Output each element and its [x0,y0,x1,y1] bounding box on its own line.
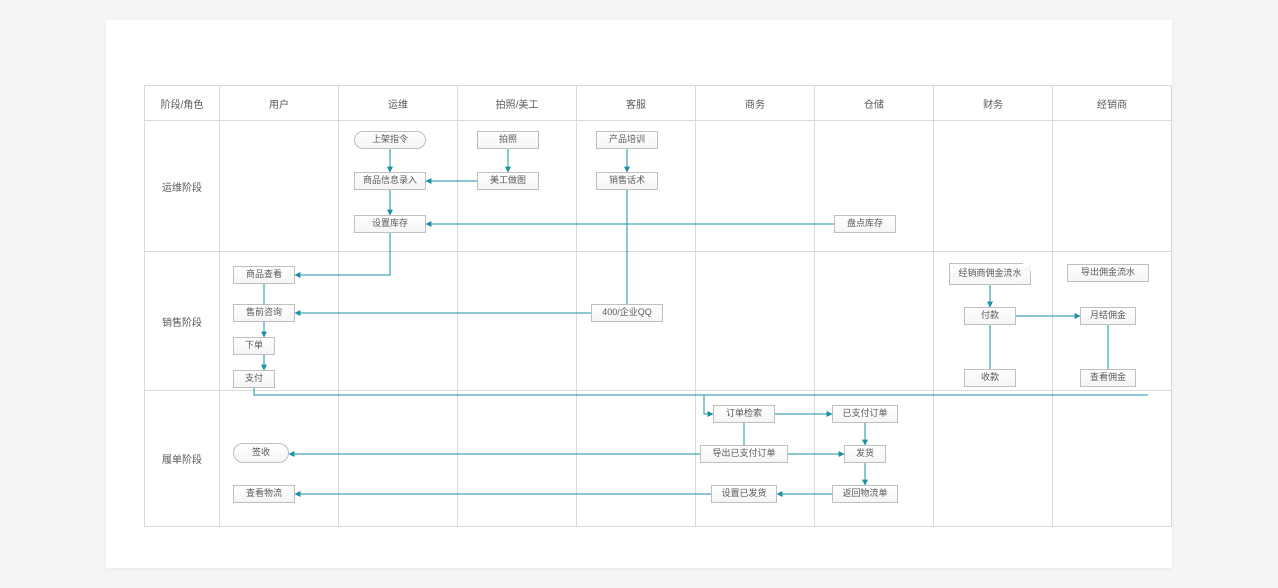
node-n_fpay: 付款 [964,307,1016,325]
nodes-layer: 上架指令商品信息录入设置库存 拍照美工做图 产品培训销售话术盘点库存商品查看售前咨询… [144,85,1172,523]
node-n_order: 下单 [233,337,275,355]
node-n_viewcomm: 查看佣金 [1080,369,1136,387]
node-n_distflow: 经销商佣金流水 [949,263,1031,285]
node-n_view: 商品查看 [233,266,295,284]
node-n_setshipped: 设置已发货 [711,485,777,503]
node-n_ship: 发货 [844,445,886,463]
node-n_paid: 已支付订单 [832,405,898,423]
node-n_train: 产品培训 [596,131,658,149]
node-n_setstock: 设置库存 [354,215,426,233]
node-n_pay: 支付 [233,370,275,388]
page: 阶段/角色 用户 运维 拍照/美工 客服 商务 仓储 财务 经销商 运维阶段 销… [0,0,1278,588]
node-n_listing: 上架指令 [354,131,426,149]
node-n_monthly: 月结佣金 [1080,307,1136,325]
node-n_search: 订单检索 [713,405,775,423]
node-n_export: 导出佣金流水 [1067,264,1149,282]
node-n_exportord: 导出已支付订单 [700,445,788,463]
node-n_viewtrk: 查看物流 [233,485,295,503]
node-n_info: 商品信息录入 [354,172,426,190]
node-n_returntrk: 返回物流单 [832,485,898,503]
node-n_photo: 拍照 [477,131,539,149]
node-n_consult: 售前咨询 [233,304,295,322]
node-n_talk: 销售话术 [596,172,658,190]
node-n_recv: 收款 [964,369,1016,387]
node-n_qq: 400/企业QQ [591,304,663,322]
node-n_art: 美工做图 [477,172,539,190]
node-n_sign: 签收 [233,443,289,463]
node-n_invcheck: 盘点库存 [834,215,896,233]
